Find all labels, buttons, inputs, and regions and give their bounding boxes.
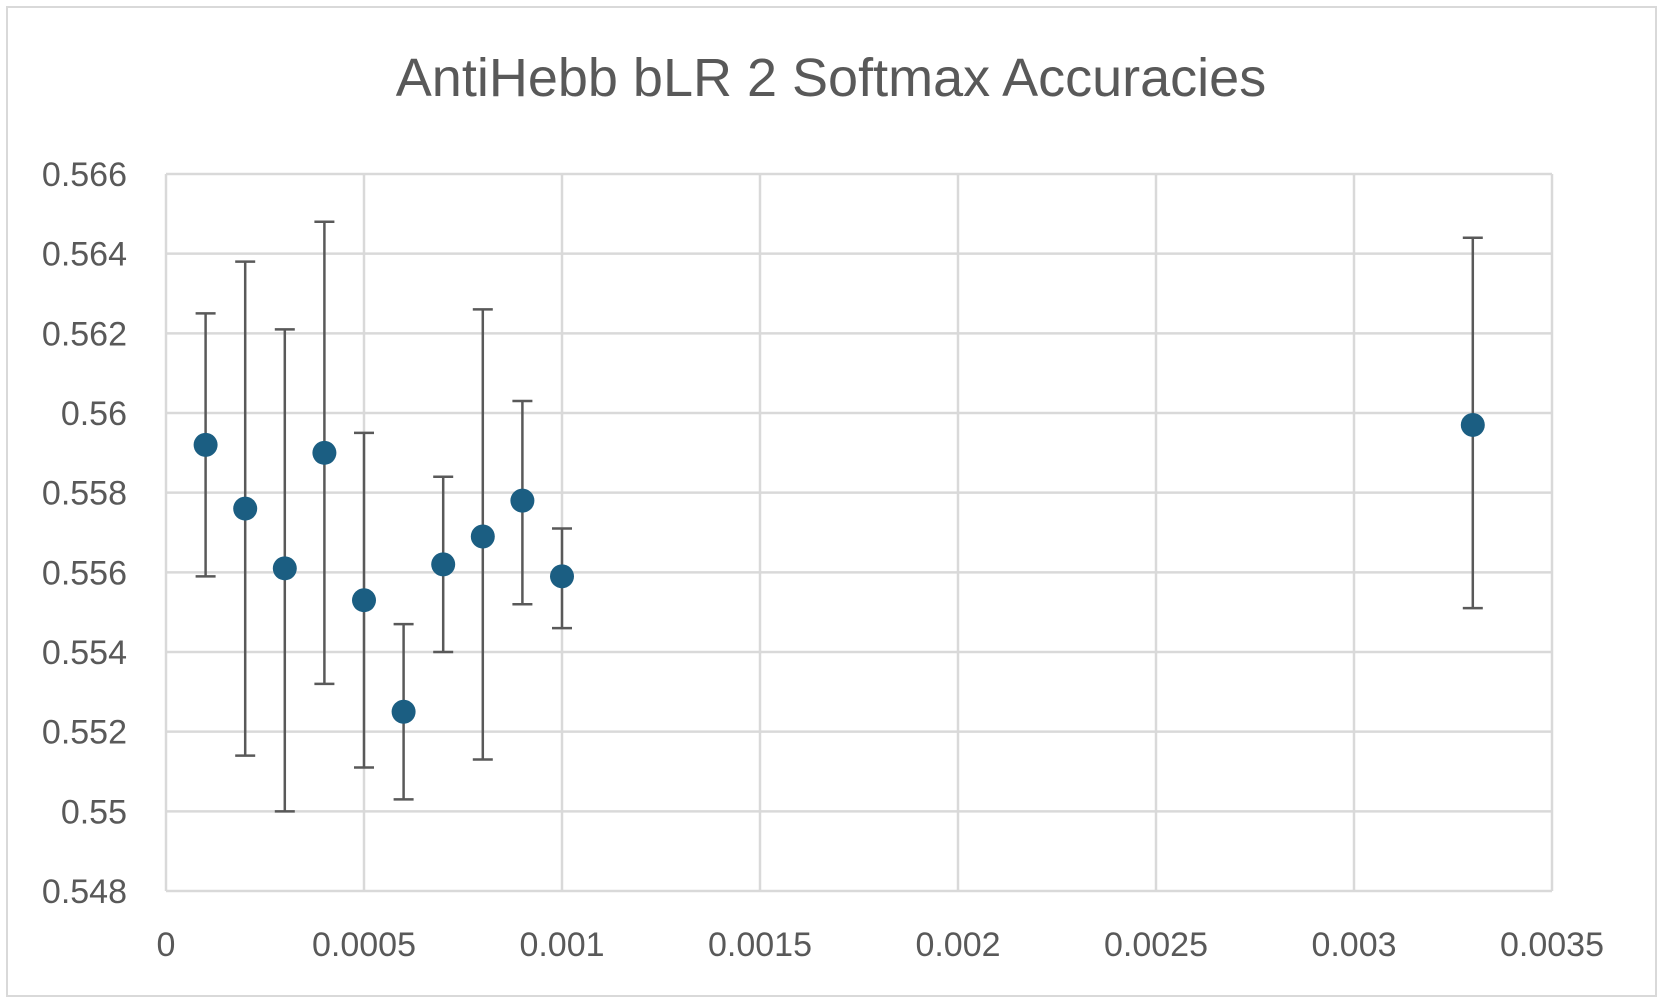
data-point [431,552,456,577]
y-tick-label: 0.564 [42,236,127,274]
x-tick-label: 0.0035 [1500,926,1604,964]
x-tick-label: 0.003 [1311,926,1396,964]
data-point [233,496,258,521]
y-tick-label: 0.554 [42,634,127,672]
y-axis-tick-labels: 0.548 0.55 0.552 0.554 0.556 0.558 0.56 0.562 0.… [42,156,127,911]
y-tick-label: 0.558 [42,475,127,513]
y-tick-label: 0.55 [61,793,127,831]
data-point [510,488,535,513]
y-tick-label: 0.56 [61,395,127,433]
x-tick-label: 0.0015 [708,926,812,964]
x-tick-label: 0 [157,926,176,964]
y-tick-label: 0.562 [42,315,127,353]
x-tick-label: 0.0025 [1104,926,1208,964]
y-tick-label: 0.556 [42,554,127,592]
error-bars [195,220,1483,813]
x-tick-label: 0.001 [519,926,604,964]
data-point [550,564,574,589]
data-point [352,588,376,613]
y-tick-label: 0.548 [42,873,127,911]
data-point [272,556,297,581]
data-point [1460,412,1485,437]
data-point [470,524,495,549]
data-points [193,412,1485,724]
data-point [312,440,337,465]
x-tick-label: 0.002 [915,926,1000,964]
y-tick-label: 0.552 [42,714,127,752]
x-axis-tick-labels: 0 0.0005 0.001 0.0015 0.002 0.0025 0.003 0.0035 [157,926,1604,964]
chart-title: AntiHebb bLR 2 Softmax Accuracies [396,48,1266,108]
chart-frame [6,6,1657,997]
y-tick-label: 0.566 [42,156,127,194]
data-point [391,699,416,724]
grid [164,172,1554,893]
x-tick-label: 0.0005 [312,926,416,964]
data-point [193,432,218,457]
